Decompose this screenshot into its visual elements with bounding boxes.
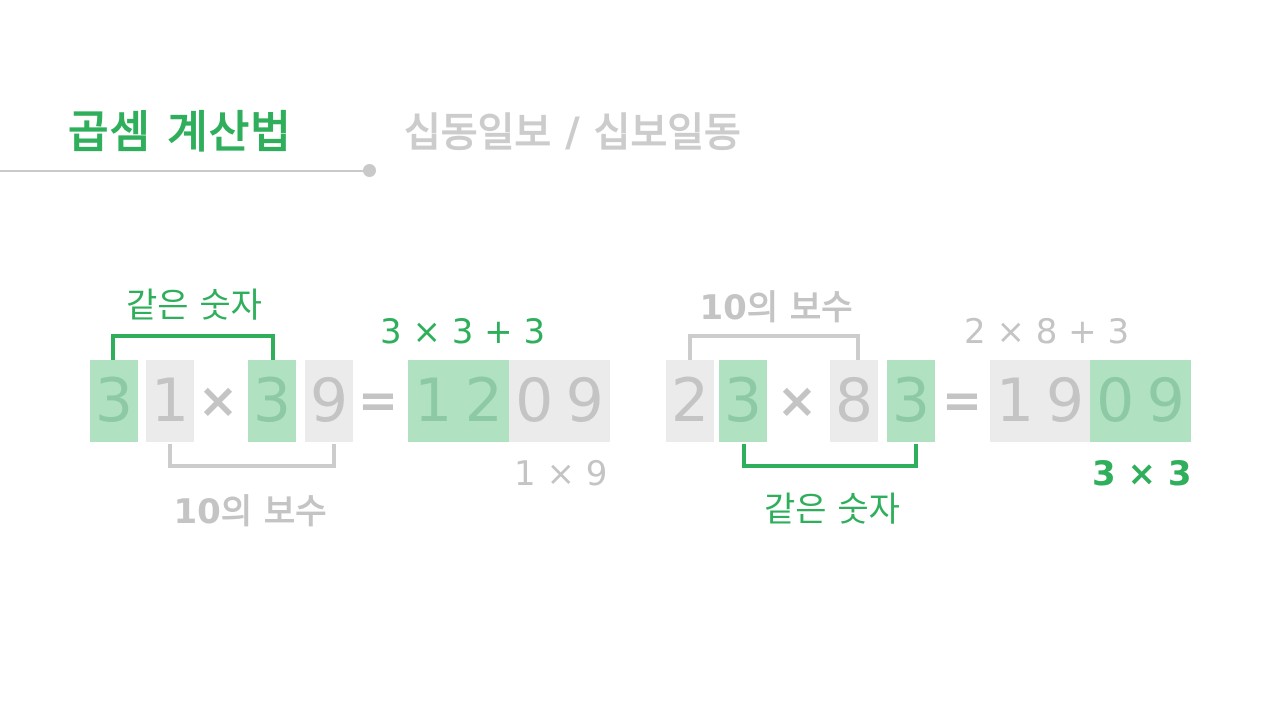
digit-box: 3 [887, 360, 935, 442]
complement-bracket [168, 444, 336, 468]
same-digit-label: 같은 숫자 [764, 490, 900, 530]
digit-box: 9 [305, 360, 353, 442]
digit-box: 3 [90, 360, 138, 442]
divider-dot [363, 164, 376, 177]
result-digit: 2 [464, 366, 503, 436]
same-digit-label: 같은 숫자 [126, 286, 262, 326]
complement-label: 10의 보수 [699, 288, 853, 328]
multiply-sign: × [197, 373, 239, 429]
same-digit-bracket [742, 444, 918, 468]
result-right-box: 0 9 [1090, 360, 1191, 442]
formula-top: 2 × 8 + 3 [964, 312, 1130, 352]
result-digit: 9 [565, 366, 604, 436]
digit-box: 8 [830, 360, 878, 442]
result-digit: 0 [1096, 366, 1135, 436]
digit-box: 2 [666, 360, 714, 442]
formula-bottom: 1 × 9 [514, 454, 608, 494]
header-divider [0, 170, 368, 172]
complement-bracket [688, 334, 860, 360]
digit-box: 3 [248, 360, 296, 442]
multiply-sign: × [776, 373, 818, 429]
page-subtitle: 십동일보 / 십보일동 [404, 110, 741, 156]
formula-top: 3 × 3 + 3 [380, 312, 546, 352]
result-digit: 0 [515, 366, 554, 436]
equals-sign: = [941, 373, 983, 429]
result-right-box: 0 9 [509, 360, 610, 442]
equals-sign: = [357, 373, 399, 429]
result-digit: 1 [995, 366, 1035, 436]
result-left-box: 1 2 [408, 360, 509, 442]
complement-label: 10의 보수 [173, 492, 327, 532]
result-digit: 9 [1045, 366, 1085, 436]
page-title: 곱셈 계산법 [68, 107, 292, 158]
result-digit: 1 [414, 366, 453, 436]
digit-box: 1 [146, 360, 194, 442]
result-left-box: 1 9 [990, 360, 1090, 442]
same-digit-bracket [111, 334, 275, 360]
formula-bottom: 3 × 3 [1092, 454, 1192, 494]
digit-box: 3 [719, 360, 767, 442]
result-digit: 9 [1146, 366, 1185, 436]
